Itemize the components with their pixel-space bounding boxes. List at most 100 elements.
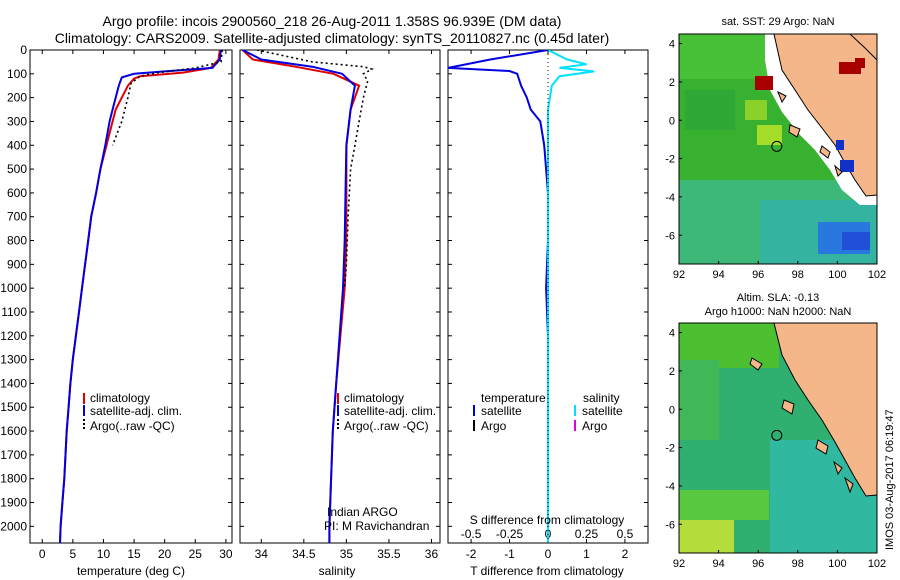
sst-hotspot-3 xyxy=(855,58,865,68)
x-tick-label: 0 xyxy=(545,547,552,561)
map-x-tick-label: 100 xyxy=(828,269,846,281)
depth-tick-label: 2000 xyxy=(0,519,27,533)
sst-patch-west xyxy=(685,90,735,130)
salinity-depth-ticks xyxy=(240,49,440,527)
argo-position-marker xyxy=(771,140,783,152)
sst-land-sumatra xyxy=(773,34,877,197)
imos-timestamp: IMOS 03-Aug-2017 06:19:47 xyxy=(884,409,896,550)
depth-axis: 0 100 200 300 400 500 600 700 800 900 1000 1100 1200… xyxy=(0,43,232,533)
legend-label-argo: Argo(..raw -QC) xyxy=(344,419,429,433)
depth-tick-label: 900 xyxy=(7,257,27,271)
s-diff-tick-label: 0.5 xyxy=(617,527,634,541)
sst-map-frame xyxy=(678,33,878,265)
map-x-tick-label: 96 xyxy=(752,558,764,570)
temperature-xlabel: temperature (deg C) xyxy=(77,564,185,578)
depth-tick-label: 200 xyxy=(7,91,27,105)
sla-patch-green-sw xyxy=(679,490,769,520)
depth-tick-label: 1900 xyxy=(0,496,27,510)
sst-island-simeulue xyxy=(777,90,787,104)
sla-map-title-line2: Argo h1000: NaN h2000: NaN xyxy=(705,306,852,318)
legend-label-climatology: climatology xyxy=(344,391,404,405)
depth-tick-label: 400 xyxy=(7,138,27,152)
sla-island-sipora xyxy=(833,460,843,476)
temperature-series xyxy=(59,50,223,543)
x-tick-label: 1 xyxy=(583,547,590,561)
map-y-tick-label: -6 xyxy=(665,519,675,531)
legend-label-S-satellite: satellite xyxy=(582,404,623,418)
map-y-tick-label: -6 xyxy=(665,230,675,242)
map-x-tick-label: 92 xyxy=(673,269,685,281)
map-x-tick-label: 94 xyxy=(712,558,724,570)
temperature-panel: 0100200300400500600700800900100011001200… xyxy=(0,43,233,578)
x-tick-label: 30 xyxy=(219,547,233,561)
argo-position-marker xyxy=(771,429,783,441)
x-tick-label: 15 xyxy=(127,547,141,561)
map-x-tick-label: 98 xyxy=(792,558,804,570)
sst-patch-blue-dark xyxy=(842,232,870,250)
sst-coldspot-1 xyxy=(836,140,844,150)
x-tick-label: 34 xyxy=(255,547,269,561)
sla-island-siberut xyxy=(815,439,829,455)
sst-patch-yellow1 xyxy=(745,100,767,120)
map-y-tick-label: -2 xyxy=(665,443,675,455)
series-argo-raw-qc- xyxy=(256,50,374,289)
x-tick-label: 34.5 xyxy=(292,547,316,561)
sst-island-nias xyxy=(788,124,801,138)
sla-patch-yellow-sw xyxy=(679,515,734,553)
depth-tick-label: 1200 xyxy=(0,329,27,343)
series-satellite-adj-clim- xyxy=(242,50,356,543)
sla-map-title-line1: Altim. SLA: -0.13 xyxy=(737,292,820,304)
sst-land-malaysia xyxy=(849,34,877,61)
difference-xlabel-T: T difference from climatology xyxy=(470,564,624,578)
map-x-tick-label: 94 xyxy=(712,269,724,281)
x-tick-label: -2 xyxy=(466,547,477,561)
temperature-x-axis: 0 5 10 15 20 25 30 xyxy=(39,50,233,561)
map-x-tick-label: 102 xyxy=(868,269,886,281)
salinity-xlabel: salinity xyxy=(319,564,356,578)
map-y-tick-label: 0 xyxy=(669,404,675,416)
sla-land-sumatra xyxy=(773,323,877,497)
depth-tick-label: 1600 xyxy=(0,424,27,438)
sla-map-axes: 92 94 96 98 100 102 4 2 0 -2 -4 -6 xyxy=(665,328,886,570)
temperature-axes-box xyxy=(29,49,233,544)
depth-tick-label: 600 xyxy=(7,186,27,200)
legend-title-temperature: temperature xyxy=(481,391,546,405)
x-tick-label: -1 xyxy=(504,547,515,561)
series-s-satellite xyxy=(547,50,595,543)
legend-label-satellite: satellite-adj. clim. xyxy=(90,404,182,418)
x-tick-label: 20 xyxy=(158,547,172,561)
x-tick-label: 5 xyxy=(70,547,77,561)
depth-tick-label: 1700 xyxy=(0,448,27,462)
map-x-tick-label: 102 xyxy=(868,558,886,570)
depth-tick-label: 100 xyxy=(7,67,27,81)
depth-tick-label: 500 xyxy=(7,162,27,176)
figure-title-line2: Climatology: CARS2009. Satellite-adjuste… xyxy=(55,30,610,46)
map-y-tick-label: -4 xyxy=(665,481,675,493)
x-tick-label: 0 xyxy=(39,547,46,561)
annotation-indian-argo: Indian ARGO xyxy=(327,505,398,519)
x-tick-label: 10 xyxy=(97,547,111,561)
temperature-legend: climatology satellite-adj. clim. Argo(..… xyxy=(83,391,182,433)
x-tick-label: 35 xyxy=(340,547,354,561)
map-x-tick-label: 96 xyxy=(752,269,764,281)
sla-island-nias xyxy=(781,399,795,415)
map-x-tick-label: 98 xyxy=(792,269,804,281)
depth-tick-label: 1300 xyxy=(0,353,27,367)
map-x-tick-label: 100 xyxy=(828,558,846,570)
sst-map-title: sat. SST: 29 Argo: NaN xyxy=(721,16,834,28)
difference-legend-temperature: temperature satellite Argo xyxy=(473,391,546,433)
legend-title-salinity: salinity xyxy=(583,391,620,405)
salinity-axes-box xyxy=(239,49,441,544)
annotation-pi: PI: M Ravichandran xyxy=(324,519,429,533)
s-diff-tick-label: -0.5 xyxy=(461,527,482,541)
depth-tick-label: 300 xyxy=(7,114,27,128)
sst-map-axes: 92 94 96 98 100 102 4 2 0 -2 -4 -6 xyxy=(665,39,886,281)
x-tick-label: 35.5 xyxy=(377,547,401,561)
map-y-tick-label: -4 xyxy=(665,192,675,204)
map-y-tick-label: -2 xyxy=(665,154,675,166)
sst-island-sipora xyxy=(834,164,843,177)
sst-patch-yellow2 xyxy=(757,125,782,145)
difference-xlabel-S: S difference from climatology xyxy=(470,513,625,527)
